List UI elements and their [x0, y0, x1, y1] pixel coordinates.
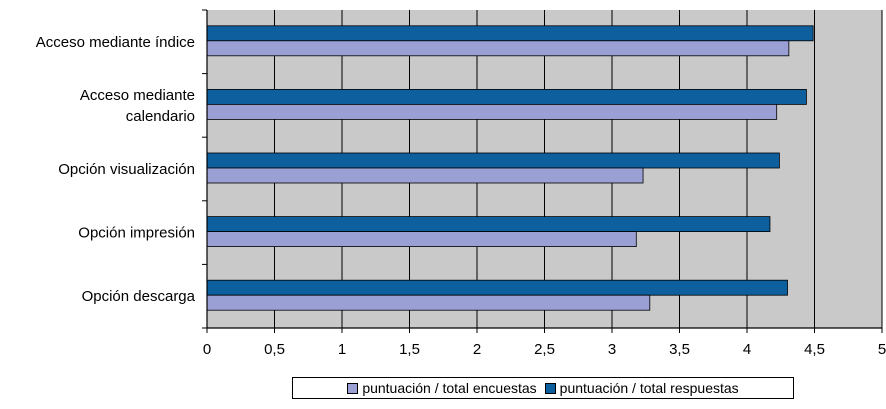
legend-label-respuestas: puntuación / total respuestas: [559, 380, 739, 396]
x-tick-label: 3,5: [669, 341, 690, 358]
category-label: Opción impresión: [78, 225, 195, 242]
x-tick-label: 4: [743, 341, 751, 358]
category-label: Acceso mediante: [80, 87, 195, 104]
bar-respuestas: [206, 89, 807, 105]
bar-respuestas: [206, 216, 771, 233]
bar-encuestas: [206, 294, 651, 311]
bar-respuestas: [206, 279, 788, 296]
bar-encuestas: [206, 104, 778, 120]
x-tick-label: 5: [878, 341, 886, 358]
category-label: calendario: [126, 108, 195, 125]
bar-encuestas: [206, 167, 644, 184]
legend-swatch-encuestas: [347, 382, 359, 394]
x-tick-label: 0,5: [264, 341, 285, 358]
bar-encuestas: [206, 40, 790, 57]
x-tick-label: 0: [203, 341, 211, 358]
category-label: Acceso mediante índice: [36, 34, 195, 51]
x-tick-label: 1,5: [399, 341, 420, 358]
legend: puntuación / total encuestas puntuación …: [292, 377, 794, 399]
legend-swatch-respuestas: [544, 382, 556, 394]
legend-item-encuestas: puntuación / total encuestas: [347, 380, 537, 396]
bar-respuestas: [206, 25, 814, 42]
x-tick-label: 2: [473, 341, 481, 358]
category-label: Opción descarga: [82, 288, 196, 305]
x-tick-label: 1: [338, 341, 346, 358]
x-tick-label: 3: [608, 341, 616, 358]
x-tick-label: 4,5: [804, 341, 825, 358]
legend-label-encuestas: puntuación / total encuestas: [362, 380, 537, 396]
legend-item-respuestas: puntuación / total respuestas: [544, 380, 739, 396]
category-label: Opción visualización: [58, 161, 195, 178]
x-tick-label: 2,5: [534, 341, 555, 358]
bar-respuestas: [206, 152, 780, 169]
bar-encuestas: [206, 231, 637, 248]
